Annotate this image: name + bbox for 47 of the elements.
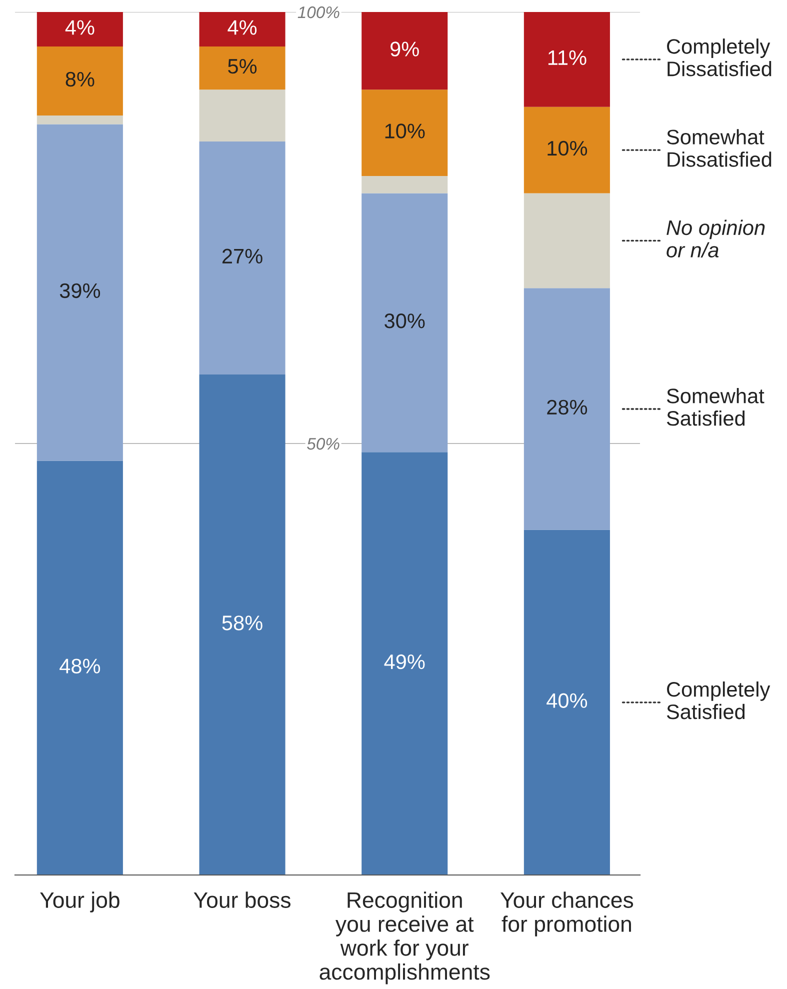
- text: No opinion or n/a: [666, 220, 765, 258]
- bar: [362, 12, 448, 90]
- text: Somewhat Dissatisfied: [666, 129, 772, 167]
- bar: [199, 46, 286, 90]
- data-label: 11%: [548, 50, 586, 65]
- x-tick-label: Recognition you receive at work for your accomplishments: [320, 892, 490, 984]
- data-label: 40%: [546, 693, 588, 708]
- y-tick-label: 100%: [298, 6, 340, 18]
- x-tick-label: Your job: [40, 892, 120, 912]
- bar: [524, 530, 610, 875]
- data-label: 28%: [547, 400, 588, 415]
- data-label: 48%: [60, 658, 100, 674]
- data-label: 4%: [228, 20, 257, 35]
- data-label: 10%: [548, 140, 588, 156]
- bar: [36, 46, 123, 116]
- bar: [36, 460, 123, 875]
- data-label: 10%: [385, 124, 425, 138]
- text: Completely Satisfied: [666, 681, 770, 720]
- data-label: 27%: [222, 248, 262, 264]
- data-label: 8%: [66, 72, 94, 87]
- bar: [524, 288, 610, 530]
- bar: [36, 124, 123, 461]
- bar: [524, 12, 610, 107]
- data-label: 5%: [228, 59, 257, 74]
- bar: [362, 193, 448, 452]
- bar: [199, 374, 286, 875]
- bar: [362, 90, 448, 176]
- data-label: 39%: [60, 283, 100, 298]
- x-tick-label: Your boss: [194, 892, 290, 908]
- text: Completely Dissatisfied: [667, 38, 772, 76]
- bar: [199, 90, 286, 142]
- bar: [524, 193, 610, 288]
- text: Somewhat Satisfied: [666, 388, 764, 426]
- bar: [36, 12, 123, 47]
- bar: [524, 106, 610, 194]
- data-label: 49%: [384, 654, 425, 670]
- bar: [362, 452, 448, 875]
- bar: [36, 116, 123, 124]
- data-label: 9%: [390, 42, 419, 56]
- data-label: 4%: [65, 20, 94, 35]
- bar: [199, 12, 286, 47]
- data-label: 30%: [384, 314, 425, 328]
- bar: [362, 176, 448, 194]
- data-label: 58%: [222, 616, 262, 630]
- x-tick-label: Your chances for promotion: [500, 892, 634, 936]
- bar: [199, 141, 286, 374]
- y-tick-label: 50%: [307, 438, 340, 450]
